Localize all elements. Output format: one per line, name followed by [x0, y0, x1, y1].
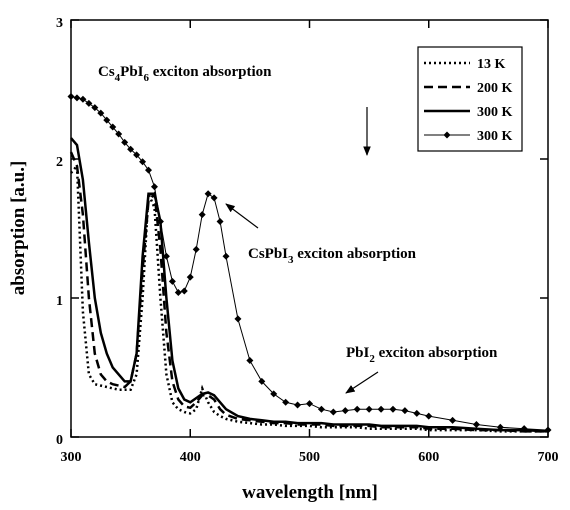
data-point: [472, 420, 480, 428]
data-point: [156, 218, 164, 226]
data-point: [544, 426, 552, 434]
legend-label: 300 K: [477, 105, 513, 120]
data-point: [204, 190, 212, 198]
data-point: [282, 398, 290, 406]
data-point: [341, 407, 349, 415]
legend: [417, 46, 523, 152]
data-point: [115, 130, 123, 138]
y-axis-label: absorption [a.u.]: [8, 161, 29, 296]
data-point: [306, 400, 313, 408]
data-point: [210, 194, 218, 202]
data-point: [103, 116, 111, 124]
data-point: [127, 145, 135, 153]
data-point: [520, 425, 528, 433]
data-point: [270, 390, 278, 398]
annotation: Cs4PbI6 exciton absorption: [98, 64, 272, 84]
x-tick-label: 700: [538, 450, 559, 465]
data-point: [145, 166, 153, 174]
legend-label: 13 K: [477, 57, 506, 72]
data-point: [377, 405, 385, 413]
data-point: [329, 408, 337, 416]
y-tick-label: 3: [56, 16, 63, 31]
data-point: [162, 252, 170, 260]
y-tick-label: 2: [56, 155, 63, 170]
data-point: [150, 183, 158, 191]
annotation: PbI2 exciton absorption: [346, 345, 498, 365]
data-point: [198, 211, 206, 219]
x-tick-label: 600: [418, 450, 439, 465]
data-point: [413, 409, 421, 417]
data-point: [317, 405, 325, 413]
legend-marker: [443, 131, 451, 139]
series-line: [70, 162, 548, 433]
data-point: [180, 287, 188, 295]
data-point: [389, 405, 397, 413]
data-point: [168, 277, 176, 285]
annotation-arrow: [345, 371, 379, 394]
data-point: [496, 423, 504, 431]
legend-label: 300 K: [477, 129, 513, 144]
data-point: [222, 252, 230, 260]
series-line: [70, 137, 549, 433]
data-point: [91, 104, 99, 112]
data-point: [234, 315, 242, 323]
data-point: [109, 123, 117, 131]
data-point: [174, 288, 182, 296]
data-point: [192, 245, 200, 253]
data-point: [246, 357, 254, 365]
annotation-arrow: [225, 203, 259, 229]
data-point: [258, 377, 266, 385]
data-point: [73, 94, 81, 102]
data-point: [121, 138, 129, 146]
data-point: [85, 99, 93, 107]
data-point: [449, 416, 457, 424]
data-point: [216, 218, 224, 226]
data-point: [67, 92, 75, 100]
x-axis-label: wavelength [nm]: [242, 482, 378, 503]
data-point: [79, 95, 87, 103]
y-tick-label: 0: [56, 433, 63, 448]
series-line: [69, 151, 548, 433]
data-point: [97, 109, 105, 117]
legend-label: 200 K: [477, 81, 513, 96]
data-point: [139, 158, 147, 166]
x-tick-label: 400: [180, 450, 201, 465]
data-point: [353, 405, 361, 413]
data-point: [365, 405, 373, 413]
data-point: [186, 273, 194, 281]
x-tick-label: 300: [61, 450, 82, 465]
data-point: [133, 151, 141, 159]
annotation: CsPbI3 exciton absorption: [248, 246, 417, 266]
data-point: [294, 401, 302, 409]
x-tick-label: 500: [299, 450, 320, 465]
data-point: [425, 412, 433, 420]
data-point: [401, 407, 409, 415]
y-tick-label: 1: [56, 294, 63, 309]
